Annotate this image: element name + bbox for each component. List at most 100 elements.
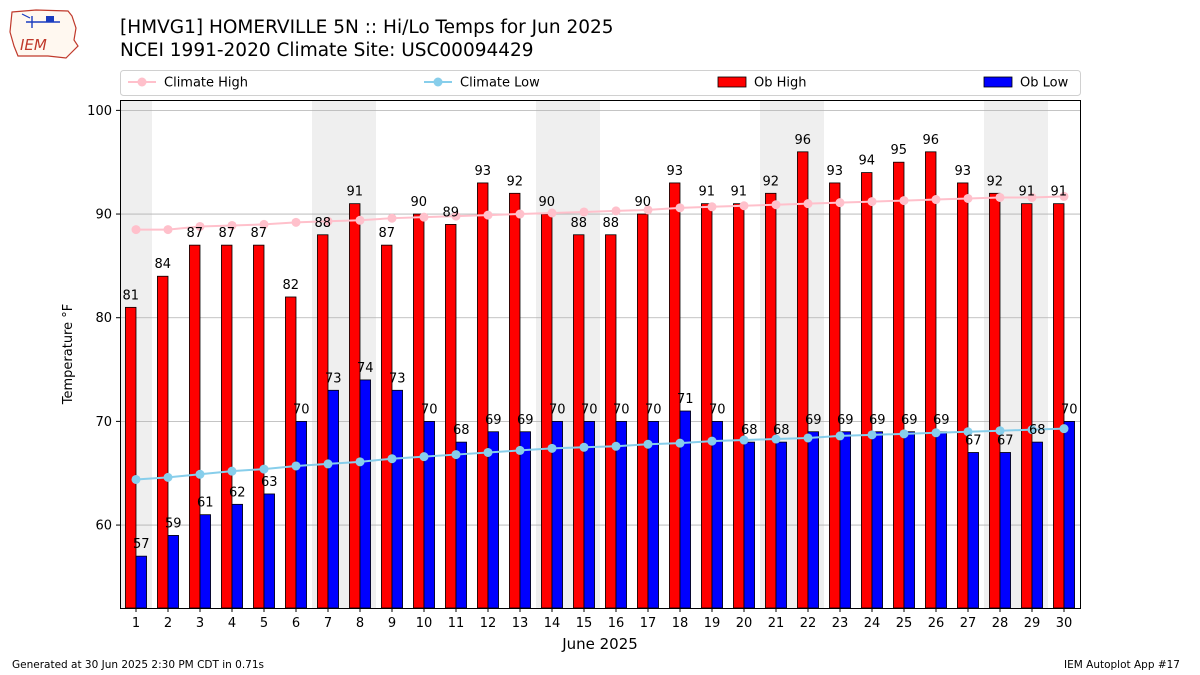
ob-low-label: 69	[485, 413, 502, 428]
ob-high-label: 88	[570, 216, 587, 231]
ob-low-label: 70	[613, 402, 630, 417]
x-tick-label: 5	[260, 616, 268, 631]
ob-high-bar	[829, 182, 841, 609]
ob-high-bar	[349, 203, 361, 609]
ob-high-label: 94	[858, 154, 875, 169]
climate-high-point	[1027, 192, 1037, 202]
x-tick-label: 10	[416, 616, 433, 631]
ob-high-label: 93	[826, 164, 843, 179]
climate-low-point	[771, 434, 781, 444]
climate-high-point	[739, 201, 749, 211]
x-tick-label: 24	[864, 616, 881, 631]
climate-high-point	[835, 198, 845, 208]
ob-high-bar	[477, 182, 489, 609]
x-tick-label: 22	[800, 616, 817, 631]
ob-low-label: 70	[293, 402, 310, 417]
x-tick-label: 20	[736, 616, 753, 631]
ob-low-label: 69	[901, 413, 918, 428]
climate-high-point	[675, 203, 685, 213]
ob-low-label: 69	[837, 413, 854, 428]
climate-low-point	[611, 441, 621, 451]
ob-low-bar	[455, 441, 467, 609]
ob-high-label: 90	[410, 195, 427, 210]
ob-high-bar	[381, 244, 393, 609]
ob-high-label: 92	[762, 174, 779, 189]
ob-low-bar	[135, 555, 147, 609]
ob-low-bar	[1031, 441, 1043, 609]
climate-high-point	[579, 207, 589, 217]
ob-low-label: 70	[709, 402, 726, 417]
climate-high-point	[547, 208, 557, 218]
ob-low-label: 68	[1029, 423, 1046, 438]
climate-high-point	[291, 217, 301, 227]
climate-low-point	[643, 439, 653, 449]
ob-low-label: 70	[1061, 402, 1078, 417]
climate-low-point	[291, 461, 301, 471]
ob-high-label: 87	[186, 226, 203, 241]
climate-high-point	[483, 210, 493, 220]
x-tick-label: 26	[928, 616, 945, 631]
climate-low-point	[899, 429, 909, 439]
ob-low-label: 73	[325, 371, 342, 386]
app-id-label: IEM Autoplot App #17	[1064, 659, 1180, 671]
ob-high-label: 93	[474, 164, 491, 179]
climate-low-point	[963, 427, 973, 437]
iem-logo-icon: IEM	[9, 9, 79, 59]
climate-low-point	[131, 474, 141, 484]
ob-high-label: 91	[730, 185, 747, 200]
x-tick-label: 19	[704, 616, 721, 631]
x-tick-label: 17	[640, 616, 657, 631]
ob-high-bar	[765, 192, 777, 609]
ob-low-label: 68	[773, 423, 790, 438]
ob-high-label: 95	[890, 143, 907, 158]
ob-high-bar	[253, 244, 265, 609]
climate-high-point	[451, 211, 461, 221]
ob-low-bar	[167, 535, 179, 609]
ob-high-bar	[893, 161, 905, 609]
ob-low-label: 63	[261, 475, 278, 490]
climate-low-point	[867, 430, 877, 440]
climate-low-point	[483, 447, 493, 457]
climate-high-point	[323, 216, 333, 226]
ob-high-bar	[285, 296, 297, 609]
ob-low-label: 69	[933, 413, 950, 428]
plot-frame	[120, 100, 1081, 609]
ob-low-bar	[295, 420, 307, 609]
ob-low-label: 69	[805, 413, 822, 428]
climate-high-point	[867, 197, 877, 207]
x-tick-label: 8	[356, 616, 364, 631]
ob-low-bar	[647, 420, 659, 609]
climate-high-point	[355, 215, 365, 225]
climate-high-point	[963, 193, 973, 203]
climate-low-legend-label: Climate Low	[460, 76, 540, 91]
climate-high-line	[136, 195, 1065, 231]
y-axis-label: Temperature °F	[61, 304, 76, 405]
ob-low-label: 67	[965, 433, 982, 448]
ob-low-bar	[231, 503, 243, 609]
ob-low-bar	[1063, 420, 1075, 609]
x-tick-label: 1	[132, 616, 140, 631]
ob-high-legend-swatch	[717, 76, 747, 88]
climate-low-point	[675, 438, 685, 448]
x-axis-label: June 2025	[561, 635, 638, 653]
x-tick-label: 4	[228, 616, 236, 631]
climate-low-point	[387, 454, 397, 464]
ob-low-bar	[839, 431, 851, 609]
ob-low-bar	[935, 431, 947, 609]
ob-low-label: 67	[997, 433, 1014, 448]
x-tick-label: 28	[992, 616, 1009, 631]
x-tick-label: 14	[544, 616, 561, 631]
ob-low-bar	[999, 452, 1011, 609]
x-tick-label: 16	[608, 616, 625, 631]
x-tick-label: 30	[1056, 616, 1073, 631]
ob-low-bar	[423, 420, 435, 609]
y-tick-label: 60	[95, 519, 112, 534]
ob-low-label: 70	[645, 402, 662, 417]
climate-low-point	[547, 443, 557, 453]
ob-high-bar	[157, 275, 169, 609]
ob-high-label: 88	[602, 216, 619, 231]
climate-high-point	[771, 200, 781, 210]
ob-high-bar	[605, 234, 617, 609]
climate-low-point	[163, 472, 173, 482]
